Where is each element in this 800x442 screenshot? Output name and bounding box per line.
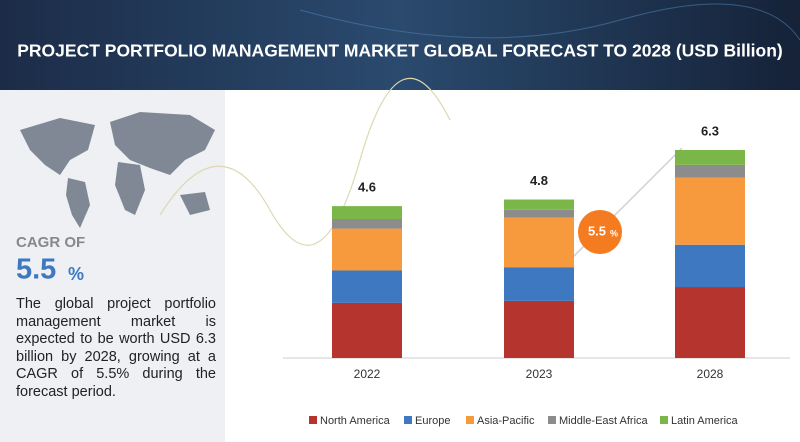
legend-swatch	[548, 416, 556, 424]
total-label: 6.3	[701, 123, 719, 138]
cagr-prefix: CAGR OF	[16, 234, 85, 251]
bar-segment	[675, 164, 745, 178]
description: The global project portfolio management …	[16, 296, 216, 400]
chart-title: PROJECT PORTFOLIO MANAGEMENT MARKET GLOB…	[17, 41, 783, 61]
bubble-value: 5.5	[588, 223, 606, 238]
bar-segment	[675, 150, 745, 165]
bar-segment	[332, 206, 402, 220]
cagr-unit: %	[68, 264, 84, 284]
x-tick-label: 2028	[697, 367, 724, 381]
bar-segment	[675, 177, 745, 245]
legend-swatch	[660, 416, 668, 424]
bar-segment	[332, 302, 402, 358]
x-tick-label: 2023	[526, 367, 553, 381]
bar-segment	[504, 217, 574, 268]
legend-swatch	[309, 416, 317, 424]
legend-swatch	[404, 416, 412, 424]
header-band	[0, 0, 800, 90]
bubble-unit: %	[610, 228, 618, 238]
bar-segment	[332, 270, 402, 303]
legend-label: Europe	[415, 415, 450, 427]
world-map	[20, 112, 215, 228]
legend-label: Asia-Pacific	[477, 415, 535, 427]
legend-label: Middle-East Africa	[559, 415, 649, 427]
header-deco	[299, 3, 800, 41]
deco-curve	[159, 77, 451, 246]
legend-swatch	[466, 416, 474, 424]
bar-segment	[332, 228, 402, 271]
total-label: 4.6	[358, 180, 376, 195]
legend-label: North America	[320, 415, 391, 427]
bar-segment	[504, 209, 574, 218]
total-label: 4.8	[530, 173, 548, 188]
bar-segment	[675, 287, 745, 358]
x-tick-label: 2022	[354, 367, 381, 381]
bar-segment	[504, 267, 574, 301]
bar-segment	[504, 300, 574, 358]
bar-segment	[675, 244, 745, 288]
legend-label: Latin America	[671, 415, 739, 427]
bar-segment	[332, 219, 402, 229]
bar-segment	[504, 199, 574, 210]
cagr-bubble	[578, 210, 622, 254]
cagr-value: 5.5	[16, 254, 56, 286]
